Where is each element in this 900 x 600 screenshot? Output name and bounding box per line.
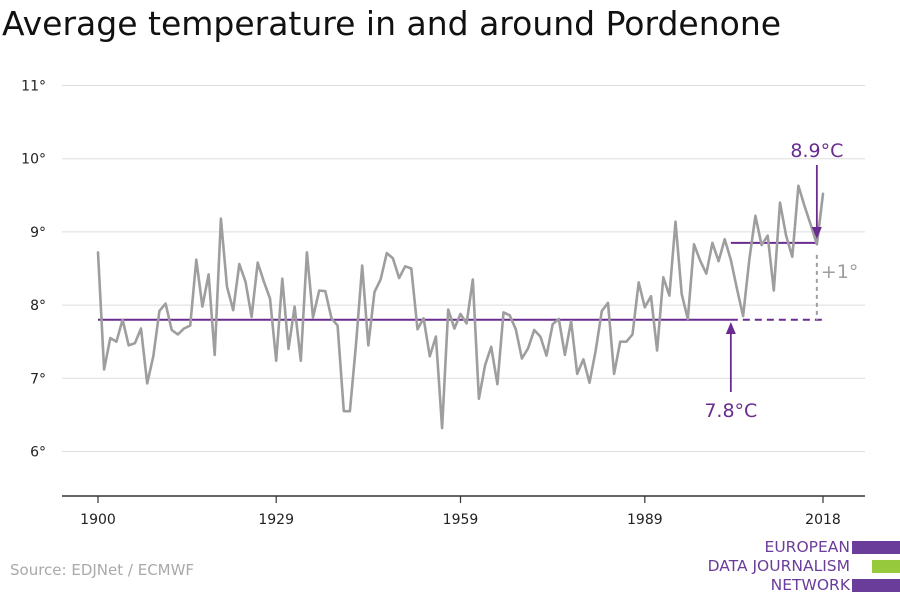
grid-lines xyxy=(62,85,865,452)
baseline-arrow-head xyxy=(725,322,736,334)
y-tick-label-6: 6° xyxy=(30,445,46,461)
baseline-average-label: 7.8°C xyxy=(704,400,757,422)
y-tick-label-9: 9° xyxy=(30,225,46,241)
y-tick-label-11: 11° xyxy=(21,79,46,95)
x-tick-label-1929: 1929 xyxy=(258,512,294,528)
chart-title: Average temperature in and around Porden… xyxy=(2,4,782,43)
source-note: Source: EDJNet / ECMWF xyxy=(10,561,195,579)
x-tick-label-1959: 1959 xyxy=(443,512,479,528)
x-axis: 1900 1929 1959 1989 2018 xyxy=(62,495,865,528)
series-layer xyxy=(96,184,825,430)
y-tick-label-10: 10° xyxy=(21,152,46,168)
y-axis-ticks: 6° 7° 8° 9° 10° 11° xyxy=(21,79,46,461)
x-tick-label-1900: 1900 xyxy=(80,512,116,528)
recent-arrow-head xyxy=(811,227,822,239)
y-tick-label-7: 7° xyxy=(30,371,46,387)
logo-bar-green xyxy=(872,560,900,573)
logo-bar-purple-top xyxy=(852,541,900,554)
logo-line-3: NETWORK xyxy=(770,576,850,594)
recent-average-label: 8.9°C xyxy=(790,140,843,162)
edjnet-logo: EUROPEAN DATA JOURNALISM NETWORK xyxy=(705,538,900,598)
difference-label: +1° xyxy=(821,261,859,283)
logo-line-2: DATA JOURNALISM xyxy=(707,557,850,575)
logo-line-1: EUROPEAN xyxy=(764,538,850,556)
temperature-series-line xyxy=(96,184,825,430)
logo-bar-purple-bottom xyxy=(852,579,900,592)
x-tick-label-1989: 1989 xyxy=(627,512,663,528)
x-tick-label-2018: 2018 xyxy=(805,512,841,528)
annotations: 7.8°C 8.9°C +1° xyxy=(704,140,858,422)
y-tick-label-8: 8° xyxy=(30,298,46,314)
